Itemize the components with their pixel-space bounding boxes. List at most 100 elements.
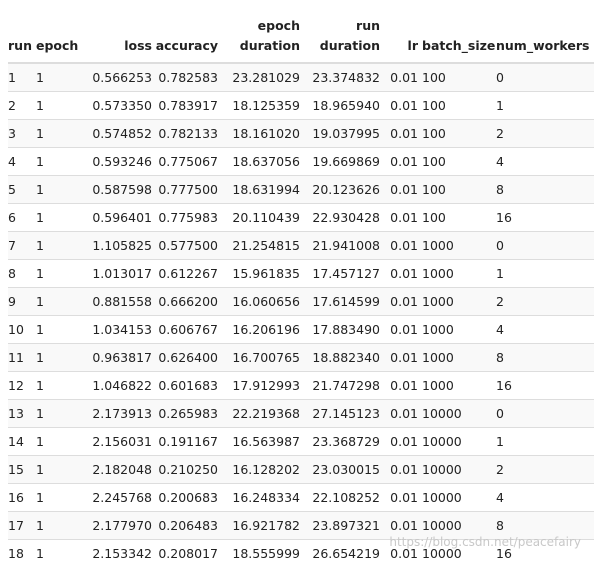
cell-epoch: 1 bbox=[36, 400, 82, 428]
cell-num-workers: 1 bbox=[492, 260, 594, 288]
cell-loss: 0.566253 bbox=[82, 63, 152, 92]
cell-lr: 0.01 bbox=[380, 176, 418, 204]
cell-run-duration: 19.037995 bbox=[300, 120, 380, 148]
cell-accuracy: 0.777500 bbox=[152, 176, 218, 204]
header-epoch: epoch bbox=[36, 0, 82, 63]
cell-num-workers: 2 bbox=[492, 456, 594, 484]
cell-accuracy: 0.265983 bbox=[152, 400, 218, 428]
cell-run: 17 bbox=[8, 512, 36, 540]
cell-loss: 0.593246 bbox=[82, 148, 152, 176]
cell-epoch: 1 bbox=[36, 232, 82, 260]
header-row: run epoch loss accuracy epoch duration r… bbox=[8, 0, 594, 63]
cell-loss: 1.105825 bbox=[82, 232, 152, 260]
cell-num-workers: 8 bbox=[492, 176, 594, 204]
cell-num-workers: 4 bbox=[492, 484, 594, 512]
cell-run: 18 bbox=[8, 540, 36, 567]
cell-run: 8 bbox=[8, 260, 36, 288]
cell-accuracy: 0.775067 bbox=[152, 148, 218, 176]
cell-loss: 2.182048 bbox=[82, 456, 152, 484]
cell-epoch: 1 bbox=[36, 372, 82, 400]
cell-run-duration: 17.457127 bbox=[300, 260, 380, 288]
header-loss: loss bbox=[82, 0, 152, 63]
cell-lr: 0.01 bbox=[380, 484, 418, 512]
cell-epoch-duration: 23.281029 bbox=[218, 63, 300, 92]
cell-accuracy: 0.783917 bbox=[152, 92, 218, 120]
cell-num-workers: 2 bbox=[492, 288, 594, 316]
cell-batch-size: 10000 bbox=[418, 512, 492, 540]
cell-run-duration: 18.965940 bbox=[300, 92, 380, 120]
cell-batch-size: 10000 bbox=[418, 484, 492, 512]
cell-lr: 0.01 bbox=[380, 288, 418, 316]
cell-loss: 2.245768 bbox=[82, 484, 152, 512]
cell-accuracy: 0.210250 bbox=[152, 456, 218, 484]
cell-num-workers: 16 bbox=[492, 372, 594, 400]
cell-num-workers: 4 bbox=[492, 316, 594, 344]
cell-loss: 0.596401 bbox=[82, 204, 152, 232]
cell-batch-size: 100 bbox=[418, 92, 492, 120]
cell-batch-size: 1000 bbox=[418, 232, 492, 260]
cell-num-workers: 16 bbox=[492, 540, 594, 567]
cell-run: 11 bbox=[8, 344, 36, 372]
cell-loss: 2.153342 bbox=[82, 540, 152, 567]
cell-accuracy: 0.208017 bbox=[152, 540, 218, 567]
cell-accuracy: 0.206483 bbox=[152, 512, 218, 540]
cell-run-duration: 17.614599 bbox=[300, 288, 380, 316]
cell-num-workers: 16 bbox=[492, 204, 594, 232]
cell-loss: 2.173913 bbox=[82, 400, 152, 428]
cell-num-workers: 1 bbox=[492, 92, 594, 120]
cell-num-workers: 1 bbox=[492, 428, 594, 456]
header-lr: lr bbox=[380, 0, 418, 63]
cell-lr: 0.01 bbox=[380, 120, 418, 148]
cell-lr: 0.01 bbox=[380, 232, 418, 260]
cell-num-workers: 0 bbox=[492, 232, 594, 260]
cell-batch-size: 10000 bbox=[418, 540, 492, 567]
cell-run: 5 bbox=[8, 176, 36, 204]
cell-epoch-duration: 18.161020 bbox=[218, 120, 300, 148]
cell-epoch: 1 bbox=[36, 288, 82, 316]
header-run-duration: run duration bbox=[300, 0, 380, 63]
cell-epoch: 1 bbox=[36, 260, 82, 288]
cell-run-duration: 23.030015 bbox=[300, 456, 380, 484]
cell-epoch-duration: 22.219368 bbox=[218, 400, 300, 428]
cell-loss: 0.587598 bbox=[82, 176, 152, 204]
cell-epoch-duration: 18.631994 bbox=[218, 176, 300, 204]
cell-accuracy: 0.626400 bbox=[152, 344, 218, 372]
cell-batch-size: 100 bbox=[418, 63, 492, 92]
cell-run-duration: 22.108252 bbox=[300, 484, 380, 512]
cell-batch-size: 10000 bbox=[418, 456, 492, 484]
cell-loss: 1.046822 bbox=[82, 372, 152, 400]
cell-lr: 0.01 bbox=[380, 400, 418, 428]
cell-batch-size: 1000 bbox=[418, 260, 492, 288]
cell-run-duration: 21.941008 bbox=[300, 232, 380, 260]
cell-lr: 0.01 bbox=[380, 148, 418, 176]
cell-run: 15 bbox=[8, 456, 36, 484]
cell-run-duration: 20.123626 bbox=[300, 176, 380, 204]
cell-accuracy: 0.601683 bbox=[152, 372, 218, 400]
cell-epoch: 1 bbox=[36, 428, 82, 456]
cell-batch-size: 1000 bbox=[418, 288, 492, 316]
cell-accuracy: 0.666200 bbox=[152, 288, 218, 316]
cell-num-workers: 0 bbox=[492, 400, 594, 428]
cell-accuracy: 0.782133 bbox=[152, 120, 218, 148]
cell-run-duration: 23.368729 bbox=[300, 428, 380, 456]
cell-num-workers: 8 bbox=[492, 344, 594, 372]
cell-batch-size: 100 bbox=[418, 176, 492, 204]
cell-lr: 0.01 bbox=[380, 316, 418, 344]
cell-epoch-duration: 16.563987 bbox=[218, 428, 300, 456]
cell-epoch-duration: 17.912993 bbox=[218, 372, 300, 400]
cell-run: 4 bbox=[8, 148, 36, 176]
cell-num-workers: 2 bbox=[492, 120, 594, 148]
cell-loss: 0.573350 bbox=[82, 92, 152, 120]
cell-lr: 0.01 bbox=[380, 540, 418, 567]
cell-epoch-duration: 16.921782 bbox=[218, 512, 300, 540]
cell-loss: 2.156031 bbox=[82, 428, 152, 456]
